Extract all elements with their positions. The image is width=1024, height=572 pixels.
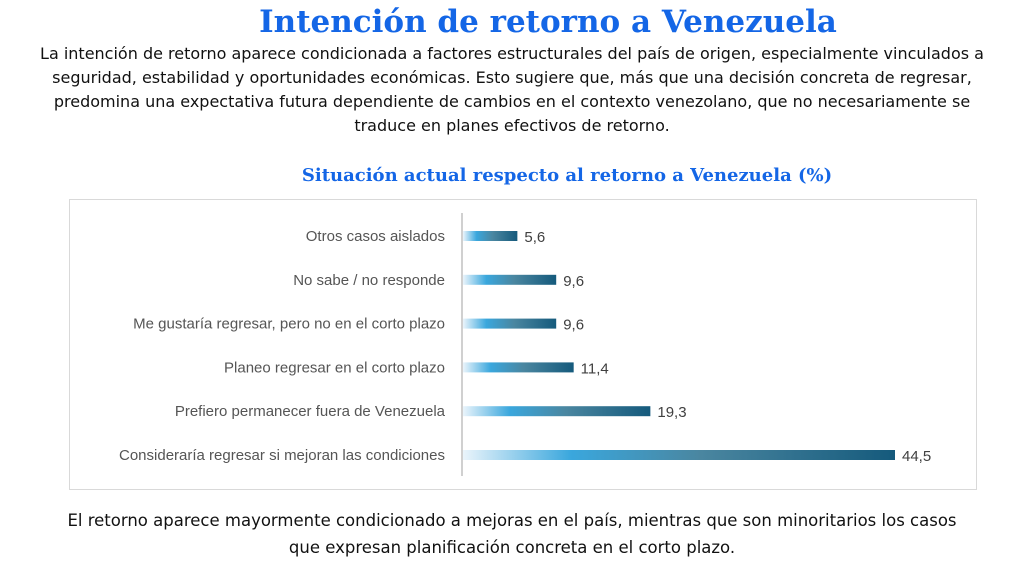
bar-2 [463, 318, 557, 329]
bar-1 [463, 274, 557, 285]
bar-0 [463, 231, 518, 241]
data-label: 9,6 [563, 317, 584, 334]
data-label: 19,3 [657, 404, 686, 421]
bar-5 [463, 450, 895, 460]
page-title: Intención de retorno a Venezuela [259, 4, 837, 40]
category-label: Prefiero permanecer fuera de Venezuela [175, 403, 446, 420]
conclusion-paragraph: El retorno aparece mayormente condiciona… [67, 511, 957, 557]
category-label: No sabe / no responde [293, 272, 445, 289]
category-label: Me gustaría regresar, pero no en el cort… [133, 316, 445, 333]
data-label: 11,4 [581, 360, 609, 377]
bar-3 [463, 362, 574, 373]
data-label: 9,6 [563, 273, 584, 290]
category-label: Otros casos aislados [306, 228, 445, 245]
data-label: 5,6 [524, 229, 545, 246]
category-label: Consideraría regresar si mejoran las con… [119, 447, 445, 464]
data-label: 44,5 [902, 448, 931, 465]
chart-svg: Otros casos aislados 5,6 No sabe / no resp… [119, 213, 931, 476]
category-label: Planeo regresar en el corto plazo [224, 359, 445, 376]
bar-4 [463, 406, 651, 417]
bar-chart: Otros casos aislados 5,6 No sabe / no resp… [69, 199, 977, 490]
intro-paragraph: La intención de retorno aparece condicio… [40, 44, 984, 135]
chart-title: Situación actual respecto al retorno a V… [301, 165, 833, 186]
